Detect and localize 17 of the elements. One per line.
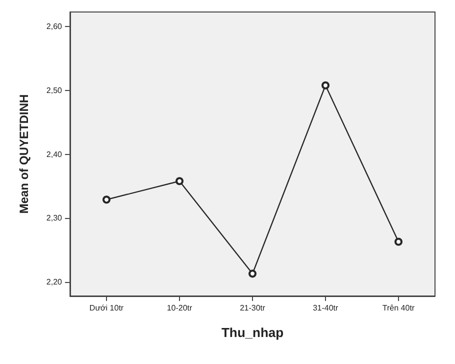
y-tick-label: 2,60 — [46, 22, 63, 32]
x-tick-label: Trên 40tr — [382, 304, 415, 312]
x-tick-label: 31-40tr — [312, 304, 339, 312]
point — [394, 238, 402, 246]
point — [102, 196, 110, 204]
x-tick-label: 10-20tr — [166, 304, 193, 312]
y-tick-label: 2,40 — [46, 150, 63, 159]
point — [322, 81, 330, 90]
x-axis-title: Thu_nhap — [221, 325, 284, 340]
x-tick-label: Dưới 10tr — [89, 304, 124, 312]
y-tick-label: 2,30 — [46, 214, 63, 223]
x-tick-label: 21-30tr — [240, 304, 266, 312]
y-tick-label: 2,20 — [46, 277, 63, 286]
point — [176, 177, 184, 186]
y-axis-title: Mean of QUYETDINH — [17, 94, 31, 214]
point — [248, 270, 256, 278]
y-tick-label: 2,50 — [46, 86, 63, 95]
